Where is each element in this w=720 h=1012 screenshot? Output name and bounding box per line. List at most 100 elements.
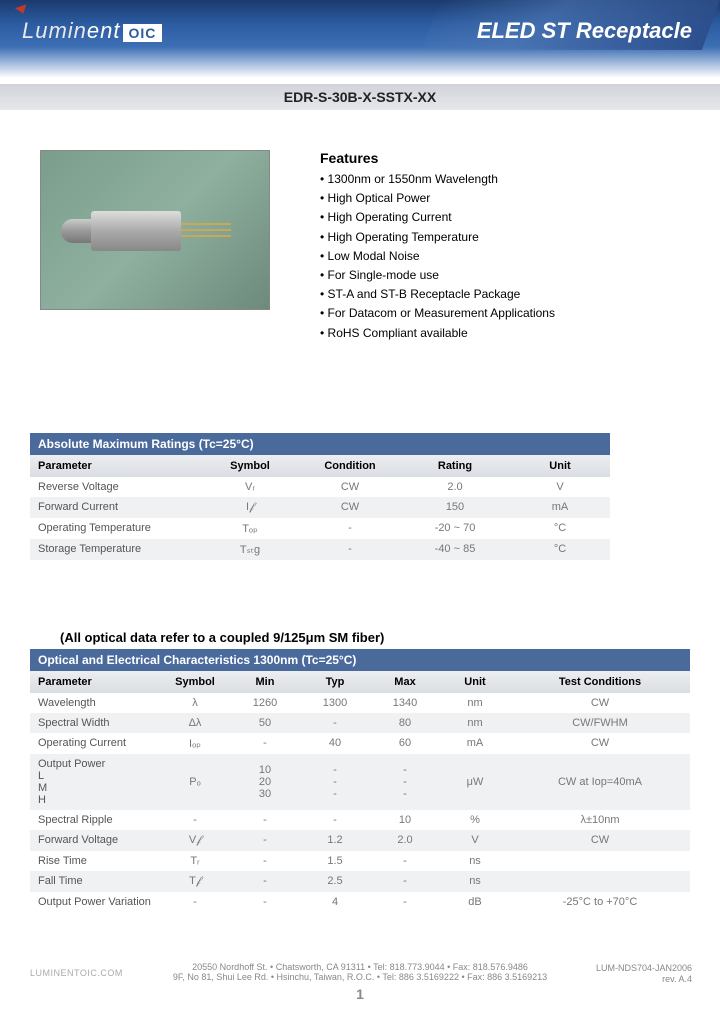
- table-cell: λ: [160, 693, 230, 713]
- table-row: Output Power Variation--4-dB-25°C to +70…: [30, 892, 690, 912]
- footer-doc-id: LUM-NDS704-JAN2006: [596, 963, 692, 975]
- table-cell: nm: [440, 713, 510, 733]
- feature-item: High Optical Power: [320, 189, 555, 208]
- table-cell: [510, 851, 690, 871]
- table-cell: -: [230, 733, 300, 754]
- table-header: Typ: [300, 671, 370, 693]
- table-cell: dB: [440, 892, 510, 912]
- table2-section: (All optical data refer to a coupled 9/1…: [30, 630, 720, 912]
- table1-title: Absolute Maximum Ratings (Tc=25°C): [30, 433, 610, 455]
- table-row: Spectral Ripple---10%λ±10nm: [30, 810, 690, 830]
- table-cell: λ±10nm: [510, 810, 690, 830]
- table-header: Test Conditions: [510, 671, 690, 693]
- features-title: Features: [320, 150, 555, 166]
- footer: LUMINENTOIC.COM 20550 Nordhoff St. • Cha…: [0, 954, 720, 1012]
- table-header: Unit: [440, 671, 510, 693]
- table-row: Reverse VoltageVᵣCW2.0V: [30, 477, 610, 497]
- table-cell: mA: [510, 497, 610, 518]
- table-cell: CW: [300, 497, 400, 518]
- table-row: Spectral WidthΔλ50-80nmCW/FWHM: [30, 713, 690, 733]
- table-cell: 2.5: [300, 871, 370, 892]
- table-cell: 80: [370, 713, 440, 733]
- table-cell: -40 ~ 85: [400, 539, 510, 560]
- table-cell: -: [160, 892, 230, 912]
- table-cell: Forward Current: [30, 497, 200, 518]
- table-cell: ns: [440, 851, 510, 871]
- table-cell: 60: [370, 733, 440, 754]
- table-cell: 40: [300, 733, 370, 754]
- table-cell: 150: [400, 497, 510, 518]
- footer-url: LUMINENTOIC.COM: [30, 968, 123, 978]
- table-cell: mA: [440, 733, 510, 754]
- table-cell: -: [160, 810, 230, 830]
- table-cell: -: [300, 539, 400, 560]
- table-cell: Vᵣ: [200, 477, 300, 497]
- table-cell: 50: [230, 713, 300, 733]
- table-row: Forward CurrentI𝒻CW150mA: [30, 497, 610, 518]
- table-cell: 10 20 30: [230, 754, 300, 810]
- feature-item: RoHS Compliant available: [320, 324, 555, 343]
- table-cell: CW: [510, 693, 690, 713]
- table1-section: Absolute Maximum Ratings (Tc=25°C) Param…: [30, 433, 720, 560]
- table-cell: CW at Iop=40mA: [510, 754, 690, 810]
- table-cell: -: [370, 871, 440, 892]
- table-cell: 1.2: [300, 830, 370, 851]
- logo-box: OIC: [123, 24, 163, 42]
- ratings-table: ParameterSymbolConditionRatingUnitRevers…: [30, 455, 610, 560]
- table-cell: V: [510, 477, 610, 497]
- header-band: LuminentOIC ELED ST Receptacle: [0, 0, 720, 78]
- table-cell: Wavelength: [30, 693, 160, 713]
- feature-item: High Operating Temperature: [320, 228, 555, 247]
- table-cell: -: [230, 851, 300, 871]
- table-cell: Forward Voltage: [30, 830, 160, 851]
- photo-connector-pins: [181, 223, 231, 225]
- table-cell: - - -: [370, 754, 440, 810]
- table-header: Parameter: [30, 671, 160, 693]
- table-cell: Storage Temperature: [30, 539, 200, 560]
- table-cell: 1260: [230, 693, 300, 713]
- table2-note: (All optical data refer to a coupled 9/1…: [30, 630, 720, 645]
- feature-item: For Datacom or Measurement Applications: [320, 304, 555, 323]
- table-cell: Reverse Voltage: [30, 477, 200, 497]
- footer-rev: rev. A.4: [596, 974, 692, 986]
- table-cell: μW: [440, 754, 510, 810]
- table-cell: ns: [440, 871, 510, 892]
- table-cell: -: [300, 518, 400, 539]
- table-row: Operating TemperatureTₒₚ--20 ~ 70°C: [30, 518, 610, 539]
- table-row: Wavelengthλ126013001340nmCW: [30, 693, 690, 713]
- table-cell: CW: [510, 733, 690, 754]
- table-cell: Rise Time: [30, 851, 160, 871]
- product-photo: [40, 150, 270, 310]
- table-cell: Spectral Ripple: [30, 810, 160, 830]
- table-cell: - - -: [300, 754, 370, 810]
- logo-text-2: ent: [87, 18, 121, 43]
- table-cell: V𝒻: [160, 830, 230, 851]
- table-cell: 2.0: [400, 477, 510, 497]
- footer-doc-info: LUM-NDS704-JAN2006 rev. A.4: [596, 963, 692, 986]
- table-cell: °C: [510, 518, 610, 539]
- table-cell: Δλ: [160, 713, 230, 733]
- table-header: Rating: [400, 455, 510, 477]
- table-cell: V: [440, 830, 510, 851]
- table-cell: Iₒₚ: [160, 733, 230, 754]
- table-header: Symbol: [160, 671, 230, 693]
- feature-item: 1300nm or 1550nm Wavelength: [320, 170, 555, 189]
- features-block: Features 1300nm or 1550nm WavelengthHigh…: [270, 150, 555, 343]
- table-cell: Pₒ: [160, 754, 230, 810]
- table-row: Forward VoltageV𝒻-1.22.0VCW: [30, 830, 690, 851]
- table-header: Condition: [300, 455, 400, 477]
- table-cell: 1.5: [300, 851, 370, 871]
- table-cell: -: [370, 851, 440, 871]
- logo-text-1: Lumin: [22, 18, 87, 43]
- logo-accent-icon: [15, 4, 29, 16]
- table-cell: Operating Temperature: [30, 518, 200, 539]
- table-header: Min: [230, 671, 300, 693]
- feature-item: High Operating Current: [320, 208, 555, 227]
- table-cell: Fall Time: [30, 871, 160, 892]
- photo-connector-body: [91, 211, 181, 251]
- table-cell: 1300: [300, 693, 370, 713]
- table-cell: -: [230, 830, 300, 851]
- table-cell: Operating Current: [30, 733, 160, 754]
- table-row: Storage TemperatureTₛₜg--40 ~ 85°C: [30, 539, 610, 560]
- table-row: Fall TimeT𝒻-2.5-ns: [30, 871, 690, 892]
